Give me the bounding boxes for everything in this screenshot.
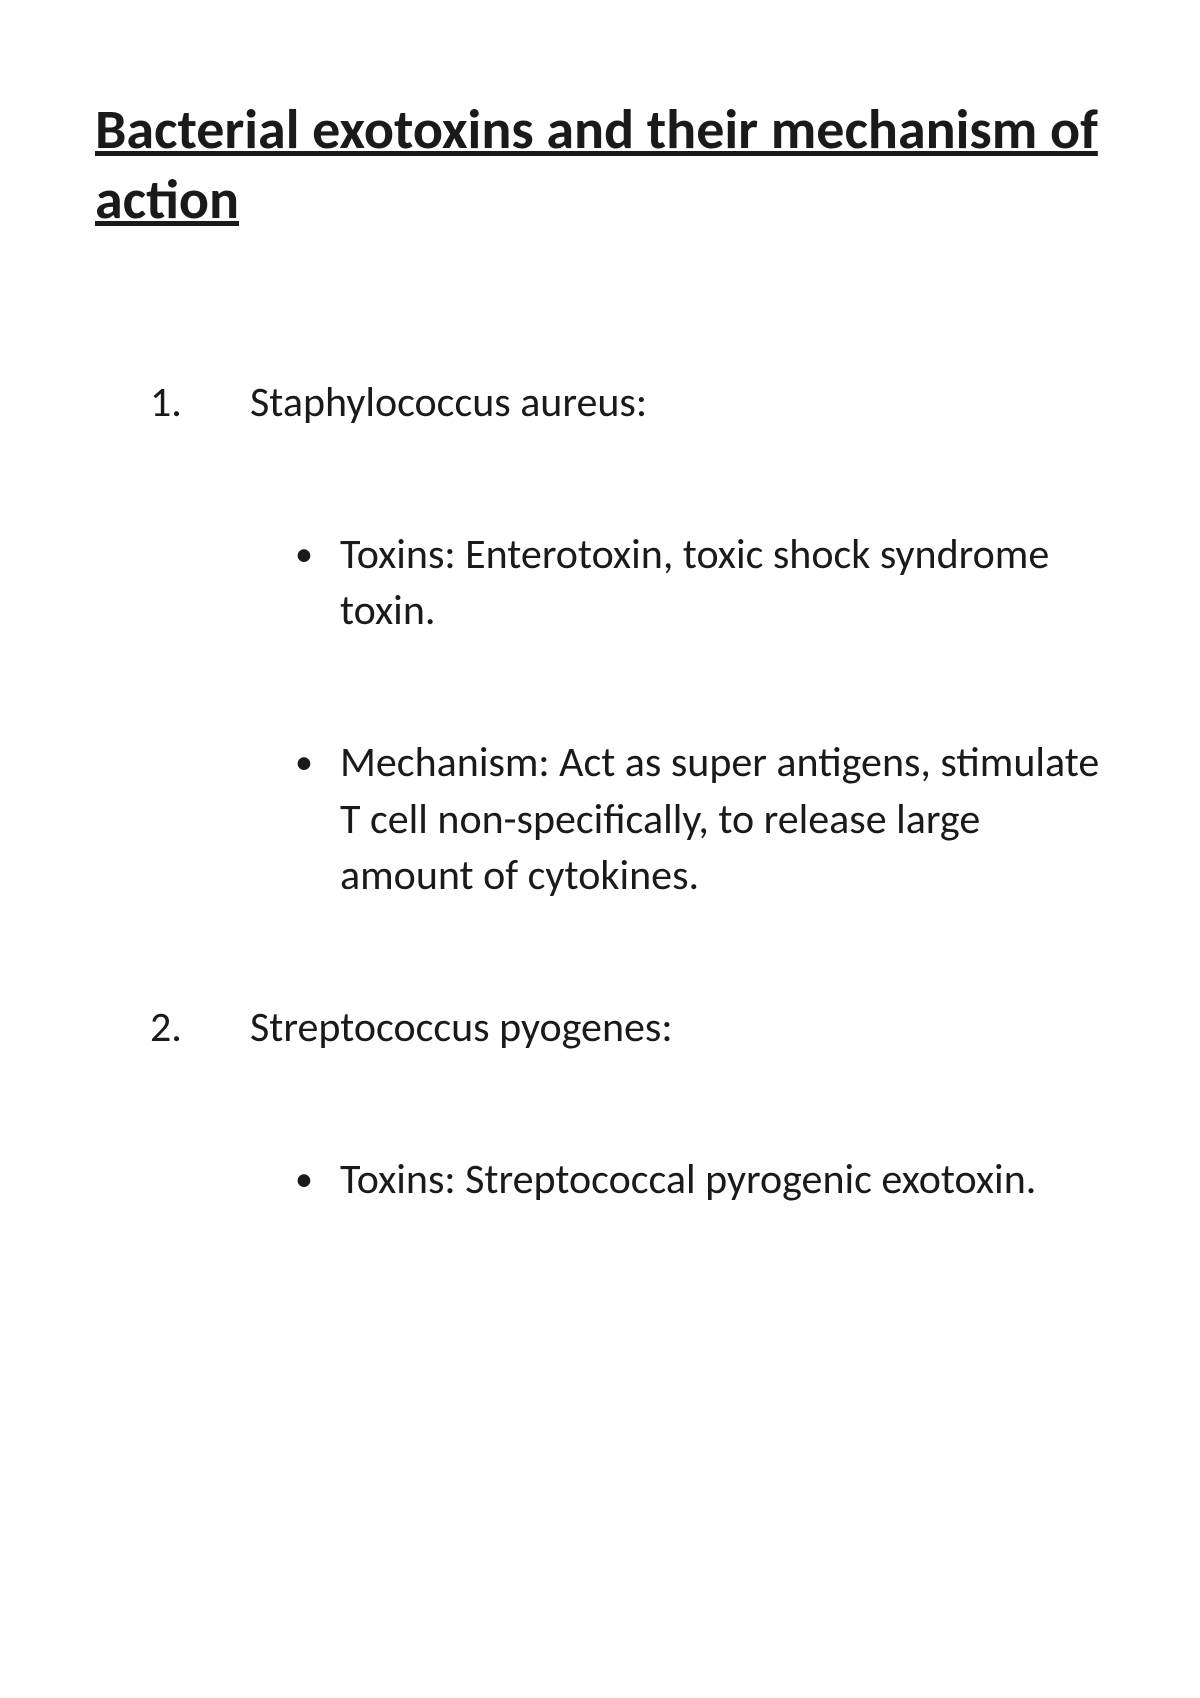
item-number: 2. — [150, 1000, 250, 1057]
bullet-icon: • — [295, 1152, 340, 1209]
document-title: Bacterial exotoxins and their mechanism … — [95, 95, 1110, 235]
item-number: 1. — [150, 375, 250, 432]
bullet-text: Mechanism: Act as super antigens, stimul… — [340, 735, 1110, 905]
bullet-icon: • — [295, 735, 340, 905]
bullet-item: • Mechanism: Act as super antigens, stim… — [95, 735, 1110, 905]
numbered-item-2: 2. Streptococcus pyogenes: — [95, 1000, 1110, 1057]
bullet-item: • Toxins: Enterotoxin, toxic shock syndr… — [95, 527, 1110, 640]
bullet-icon: • — [295, 527, 340, 640]
bullet-text: Toxins: Streptococcal pyrogenic exotoxin… — [340, 1152, 1110, 1209]
item-heading: Staphylococcus aureus: — [250, 375, 647, 432]
numbered-item-1: 1. Staphylococcus aureus: — [95, 375, 1110, 432]
bullet-item: • Toxins: Streptococcal pyrogenic exotox… — [95, 1152, 1110, 1209]
bullet-text: Toxins: Enterotoxin, toxic shock syndrom… — [340, 527, 1110, 640]
item-heading: Streptococcus pyogenes: — [250, 1000, 673, 1057]
